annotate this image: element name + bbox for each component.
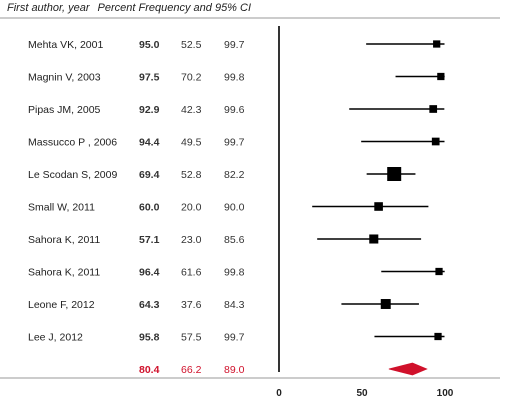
study-estimate-label: 57.1 (139, 234, 160, 246)
study-upper-ci-label: 85.6 (224, 234, 245, 246)
pooled-estimate-label: 80.4 (139, 364, 160, 376)
study-upper-ci-label: 90.0 (224, 202, 245, 214)
study-lower-ci-label: 49.5 (181, 137, 202, 149)
study-upper-ci-label: 99.7 (224, 332, 245, 344)
study-estimate-label: 69.4 (139, 169, 160, 181)
study-author-label: Massucco P , 2006 (28, 137, 117, 149)
study-lower-ci-label: 23.0 (181, 234, 202, 246)
study-upper-ci-label: 99.7 (224, 137, 245, 149)
pooled-upper-ci-label: 89.0 (224, 364, 245, 376)
x-tick-label: 50 (356, 388, 368, 399)
study-upper-ci-label: 84.3 (224, 299, 245, 311)
study-estimate-marker (437, 72, 445, 81)
pooled-lower-ci-label: 66.2 (181, 364, 202, 376)
column-headers: First author, year Percent Frequency and … (7, 2, 251, 14)
study-estimate-label: 60.0 (139, 202, 160, 214)
x-tick-label: 0 (276, 388, 282, 399)
pooled-diamond (388, 362, 428, 376)
study-estimate-marker (387, 167, 402, 181)
study-lower-ci-label: 57.5 (181, 332, 202, 344)
study-upper-ci-label: 99.8 (224, 267, 245, 279)
study-lower-ci-label: 20.0 (181, 202, 202, 214)
study-estimate-marker (369, 234, 379, 244)
study-estimate-label: 97.5 (139, 72, 160, 84)
study-author-label: Sahora K, 2011 (28, 234, 100, 246)
study-author-label: Le Scodan S, 2009 (28, 169, 117, 181)
study-author-label: Magnin V, 2003 (28, 72, 101, 84)
study-author-label: Small W, 2011 (28, 202, 95, 214)
study-lower-ci-label: 52.8 (181, 169, 202, 181)
study-upper-ci-label: 82.2 (224, 169, 245, 181)
study-estimate-marker (435, 267, 443, 276)
study-lower-ci-label: 61.6 (181, 267, 202, 279)
study-estimate-marker (429, 105, 438, 113)
study-author-label: Sahora K, 2011 (28, 267, 100, 279)
study-author-label: Leone F, 2012 (28, 299, 95, 311)
study-upper-ci-label: 99.6 (224, 104, 245, 116)
study-estimate-label: 94.4 (139, 137, 160, 149)
study-author-label: Mehta VK, 2001 (28, 39, 103, 51)
study-lower-ci-label: 37.6 (181, 299, 202, 311)
study-estimate-label: 96.4 (139, 267, 160, 279)
study-estimate-label: 95.0 (139, 39, 160, 51)
study-lower-ci-label: 52.5 (181, 39, 202, 51)
study-author-label: Pipas JM, 2005 (28, 104, 101, 116)
study-estimate-label: 92.9 (139, 104, 160, 116)
study-upper-ci-label: 99.7 (224, 39, 245, 51)
study-estimate-marker (380, 299, 391, 309)
study-estimate-label: 64.3 (139, 299, 160, 311)
study-lower-ci-label: 70.2 (181, 72, 202, 84)
study-estimate-marker (434, 332, 442, 341)
study-estimate-marker (374, 202, 383, 211)
study-author-label: Lee J, 2012 (28, 332, 83, 344)
study-estimate-marker (433, 40, 441, 48)
study-estimate-marker (431, 137, 440, 146)
study-upper-ci-label: 99.8 (224, 72, 245, 84)
stats-column-header: Percent Frequency and 95% CI (97, 2, 252, 14)
author-column-header: First author, year (7, 2, 90, 14)
study-lower-ci-label: 42.3 (181, 104, 202, 116)
x-tick-label: 100 (437, 388, 454, 399)
study-estimate-label: 95.8 (139, 332, 160, 344)
